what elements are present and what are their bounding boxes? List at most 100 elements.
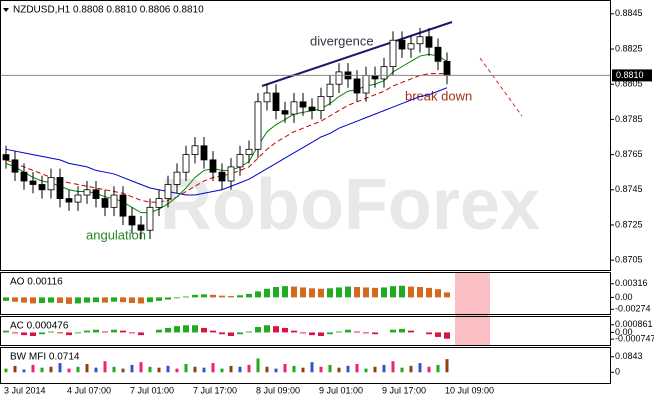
candle-body — [47, 177, 55, 191]
histogram-bar — [66, 297, 72, 304]
candle-body — [20, 171, 28, 182]
mfi-bar — [283, 363, 287, 373]
mfi-bar — [364, 368, 368, 373]
candle-body — [317, 96, 325, 112]
highlight-box — [455, 273, 490, 345]
histogram-bar — [426, 287, 432, 298]
mfi-bar — [76, 366, 80, 373]
candle-body — [2, 154, 10, 161]
histogram-bar — [219, 295, 225, 298]
axis-labels: 0.8845 0.8825 0.8805 0.8785 0.8765 0.8745 0.87… — [4, 8, 654, 395]
candle-body — [29, 180, 37, 185]
mfi-bar — [373, 366, 377, 373]
mfi-bar — [436, 364, 440, 373]
histogram-bar — [264, 288, 270, 298]
chart-title: NZDUSD,H1 0.8808 0.8810 0.8806 0.8810 — [13, 5, 204, 16]
histogram-bar — [273, 326, 279, 333]
histogram-bar — [183, 296, 189, 298]
histogram-bar — [66, 332, 72, 336]
histogram-bar — [372, 332, 378, 335]
watermark: RoboForex — [160, 165, 540, 245]
histogram-bar — [273, 287, 279, 298]
histogram-bar — [354, 331, 360, 333]
mfi-bar — [94, 367, 98, 373]
mfi-bar — [184, 363, 188, 373]
mfi-bar — [4, 368, 8, 373]
histogram-bar — [246, 293, 252, 298]
candle-body — [182, 154, 190, 173]
histogram-bar — [327, 288, 333, 298]
mfi-bar — [418, 363, 422, 373]
histogram-bar — [345, 329, 351, 333]
y-tick-label: 0.8765 — [615, 149, 643, 159]
annotation: angulation — [86, 227, 146, 242]
breakdown-line — [479, 57, 523, 117]
mfi-bar — [31, 364, 35, 373]
mfi-bar — [49, 366, 53, 373]
candle-body — [434, 46, 442, 62]
histogram-bar — [309, 288, 315, 298]
candle-body — [83, 189, 91, 196]
candle-body — [398, 39, 406, 50]
histogram-bar — [300, 332, 306, 334]
mfi-bar — [247, 364, 251, 373]
moving-average — [5, 53, 448, 214]
histogram-bar — [408, 330, 414, 333]
histogram-bar — [201, 294, 207, 298]
histogram-bar — [210, 294, 216, 298]
panel-frames — [0, 0, 611, 384]
histogram-bar — [30, 297, 36, 304]
histogram-bar — [327, 332, 333, 335]
histogram-bar — [381, 287, 387, 298]
candle-body — [218, 171, 226, 182]
y-tick-label: 0.8845 — [615, 8, 643, 18]
y-tick-label: 0.000861 — [615, 319, 653, 329]
mfi-bar — [157, 367, 161, 373]
x-tick-label: 9 Jul 01:00 — [319, 385, 363, 395]
annotation: divergence — [310, 33, 374, 48]
histogram-bar — [3, 330, 9, 333]
histogram-bar — [417, 287, 423, 298]
histogram-bar — [93, 297, 99, 303]
histogram-bar — [336, 287, 342, 298]
histogram-bar — [30, 332, 36, 337]
price-label: 0.8810 — [616, 70, 644, 80]
panel-title: BW MFI 0.0714 — [10, 352, 80, 363]
histogram-bar — [444, 292, 450, 298]
histogram-bar — [48, 297, 54, 303]
moving-average — [5, 73, 447, 203]
histogram-bar — [138, 297, 144, 304]
y-tick-label: 0.8825 — [615, 43, 643, 53]
y-tick-label: 0.00 — [615, 327, 633, 337]
mfi-bar — [229, 365, 233, 373]
histogram-bar — [282, 327, 288, 333]
histogram-bar — [444, 332, 450, 339]
candle-body — [245, 148, 253, 155]
mfi-bar — [310, 362, 314, 373]
mfi-bar — [445, 359, 449, 373]
histogram-bar — [291, 286, 297, 298]
histogram-bar — [156, 329, 162, 333]
histogram-bar — [75, 332, 81, 334]
histogram-bar — [255, 327, 261, 333]
candle-body — [299, 101, 307, 108]
histogram-bar — [156, 297, 162, 301]
mfi-bar — [193, 366, 197, 373]
histogram-bar — [246, 331, 252, 333]
candle-body — [11, 159, 19, 173]
mfi-bar — [391, 361, 395, 373]
histogram-bar — [309, 332, 315, 336]
histogram-bar — [48, 331, 54, 333]
candle-body — [290, 101, 298, 115]
mfi-bar — [13, 365, 17, 373]
mfi-bar — [148, 366, 152, 373]
histogram-bar — [435, 289, 441, 298]
mfi-bar — [409, 365, 413, 373]
mfi-bar — [22, 369, 26, 373]
candle-body — [371, 75, 379, 80]
mfi-bar — [346, 365, 350, 373]
histogram-bar — [345, 286, 351, 298]
mfi-bar — [319, 366, 323, 373]
histogram-bar — [354, 287, 360, 298]
